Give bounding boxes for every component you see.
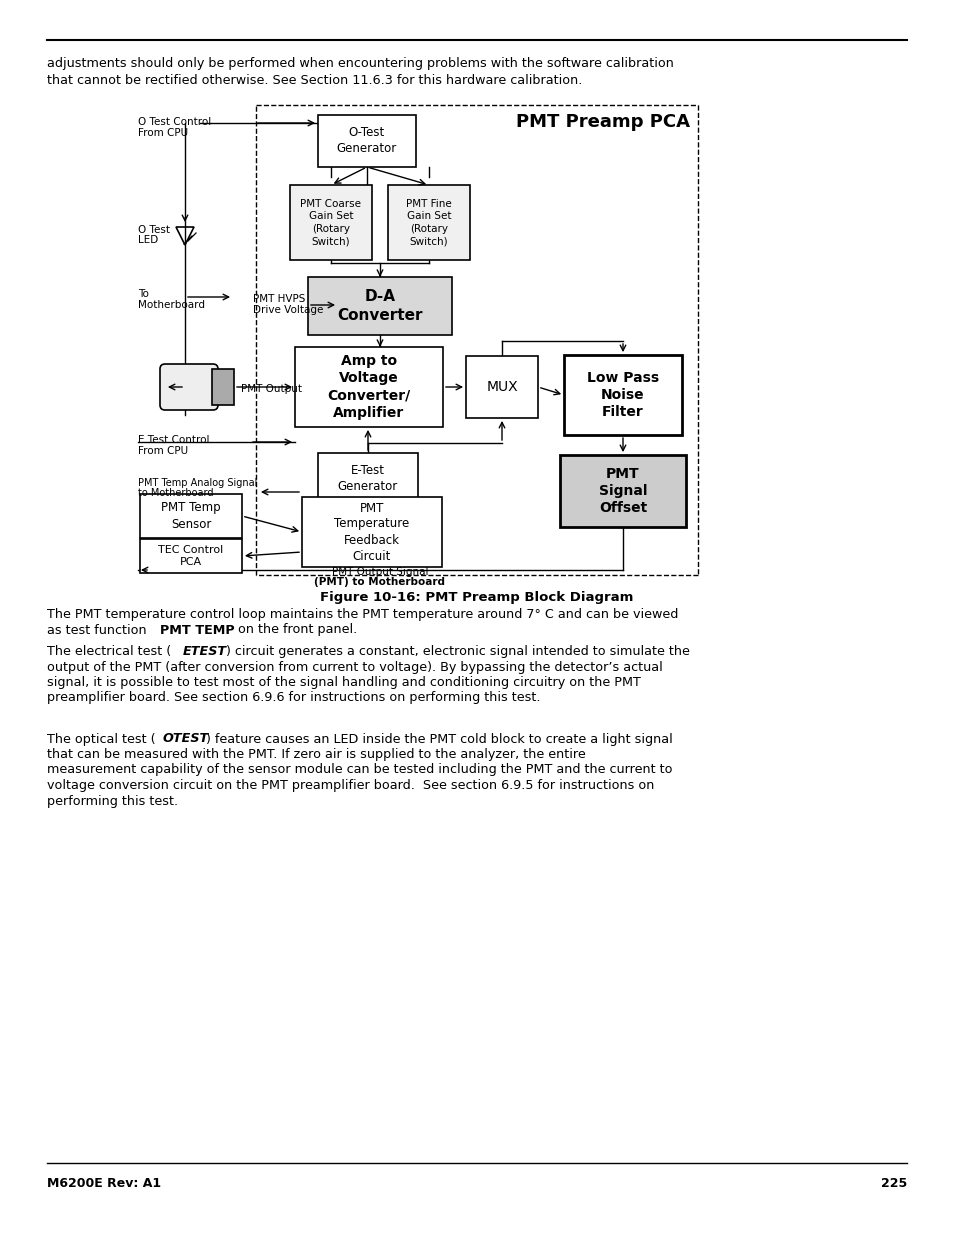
Text: preamplifier board. See section 6.9.6 for instructions on performing this test.: preamplifier board. See section 6.9.6 fo… <box>47 692 540 704</box>
Text: Amp to
Voltage
Converter/
Amplifier: Amp to Voltage Converter/ Amplifier <box>327 354 410 420</box>
Text: The optical test (: The optical test ( <box>47 732 155 746</box>
Text: From CPU: From CPU <box>138 128 188 138</box>
Text: PMT Temp Analog Signal: PMT Temp Analog Signal <box>138 478 257 488</box>
Text: as test function: as test function <box>47 624 151 636</box>
Text: performing this test.: performing this test. <box>47 794 178 808</box>
FancyBboxPatch shape <box>140 538 242 573</box>
Text: LED: LED <box>138 235 158 245</box>
Text: PMT Temp
Sensor: PMT Temp Sensor <box>161 501 220 531</box>
FancyBboxPatch shape <box>290 185 372 261</box>
FancyBboxPatch shape <box>294 347 442 427</box>
FancyBboxPatch shape <box>388 185 470 261</box>
FancyBboxPatch shape <box>308 277 452 335</box>
Bar <box>212 369 233 405</box>
Text: To: To <box>138 289 149 299</box>
Text: PMT Fine
Gain Set
(Rotary
Switch): PMT Fine Gain Set (Rotary Switch) <box>406 199 452 246</box>
Text: Figure 10-16: PMT Preamp Block Diagram: Figure 10-16: PMT Preamp Block Diagram <box>320 592 633 604</box>
Text: Motherboard: Motherboard <box>138 300 205 310</box>
FancyBboxPatch shape <box>465 356 537 417</box>
Text: PMT
Temperature
Feedback
Circuit: PMT Temperature Feedback Circuit <box>334 501 409 562</box>
Text: PMT Coarse
Gain Set
(Rotary
Switch): PMT Coarse Gain Set (Rotary Switch) <box>300 199 361 246</box>
Text: O Test: O Test <box>138 225 170 235</box>
Text: From CPU: From CPU <box>138 446 188 456</box>
Text: PMT Preamp PCA: PMT Preamp PCA <box>516 112 689 131</box>
Text: PMT
Signal
Offset: PMT Signal Offset <box>598 467 646 515</box>
Text: The PMT temperature control loop maintains the PMT temperature around 7° C and c: The PMT temperature control loop maintai… <box>47 608 678 621</box>
Text: (PMT) to Motherboard: (PMT) to Motherboard <box>314 577 445 587</box>
Text: adjustments should only be performed when encountering problems with the softwar: adjustments should only be performed whe… <box>47 57 673 70</box>
Text: Low Pass
Noise
Filter: Low Pass Noise Filter <box>586 370 659 420</box>
Text: that cannot be rectified otherwise. See Section 11.6.3 for this hardware calibra: that cannot be rectified otherwise. See … <box>47 74 581 86</box>
FancyBboxPatch shape <box>160 364 218 410</box>
Text: ) circuit generates a constant, electronic signal intended to simulate the: ) circuit generates a constant, electron… <box>226 645 689 658</box>
Text: PMT HVPS: PMT HVPS <box>253 294 305 304</box>
Text: voltage conversion circuit on the PMT preamplifier board.  See section 6.9.5 for: voltage conversion circuit on the PMT pr… <box>47 779 654 792</box>
Text: output of the PMT (after conversion from current to voltage). By bypassing the d: output of the PMT (after conversion from… <box>47 661 662 673</box>
FancyBboxPatch shape <box>317 453 417 505</box>
Text: MUX: MUX <box>486 380 517 394</box>
Text: measurement capability of the sensor module can be tested including the PMT and : measurement capability of the sensor mod… <box>47 763 672 777</box>
FancyBboxPatch shape <box>140 494 242 538</box>
Text: D-A
Converter: D-A Converter <box>337 289 422 322</box>
Text: O Test Control: O Test Control <box>138 117 211 127</box>
Text: to Motherboard: to Motherboard <box>138 488 213 498</box>
FancyBboxPatch shape <box>317 115 416 167</box>
Text: ) feature causes an LED inside the PMT cold block to create a light signal: ) feature causes an LED inside the PMT c… <box>206 732 672 746</box>
Text: Drive Voltage: Drive Voltage <box>253 305 323 315</box>
Text: E Test Control: E Test Control <box>138 435 210 445</box>
Text: E-Test
Generator: E-Test Generator <box>337 464 397 494</box>
Text: 225: 225 <box>880 1177 906 1191</box>
Text: PMT TEMP: PMT TEMP <box>160 624 234 636</box>
FancyBboxPatch shape <box>559 454 685 527</box>
Text: on the front panel.: on the front panel. <box>233 624 356 636</box>
Text: TEC Control
PCA: TEC Control PCA <box>158 545 223 567</box>
Text: The electrical test (: The electrical test ( <box>47 645 172 658</box>
Text: M6200E Rev: A1: M6200E Rev: A1 <box>47 1177 161 1191</box>
Text: that can be measured with the PMT. If zero air is supplied to the analyzer, the : that can be measured with the PMT. If ze… <box>47 748 585 761</box>
Text: ETEST: ETEST <box>183 645 227 658</box>
FancyBboxPatch shape <box>563 354 681 435</box>
Text: OTEST: OTEST <box>163 732 209 746</box>
Text: signal, it is possible to test most of the signal handling and conditioning circ: signal, it is possible to test most of t… <box>47 676 640 689</box>
Text: PMT Output Signal: PMT Output Signal <box>332 567 428 577</box>
Text: O-Test
Generator: O-Test Generator <box>336 126 396 156</box>
FancyBboxPatch shape <box>302 496 441 567</box>
Text: PMT Output: PMT Output <box>241 384 302 394</box>
